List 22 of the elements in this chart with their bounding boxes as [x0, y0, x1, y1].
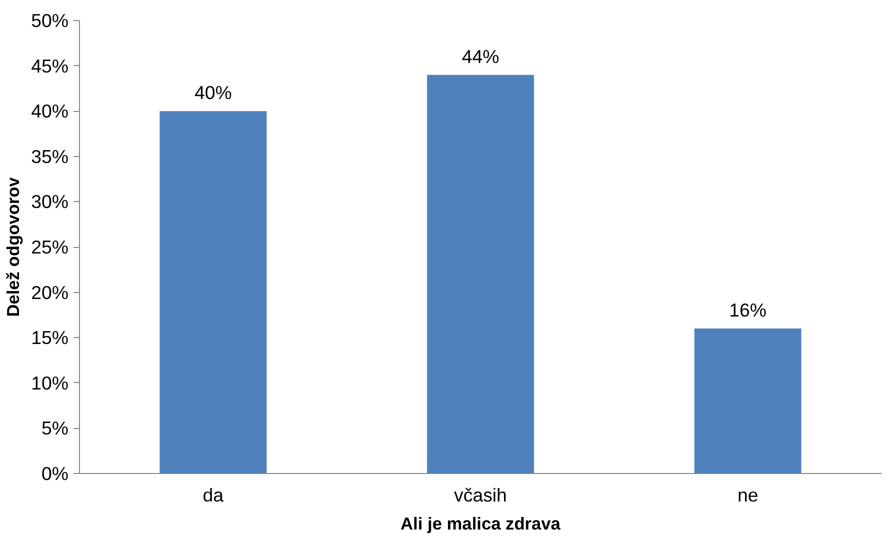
x-tick-label: ne: [737, 484, 758, 506]
y-tick-label: 45%: [31, 55, 69, 76]
y-tick-label: 30%: [31, 191, 69, 212]
y-tick-label: 50%: [31, 10, 69, 31]
y-tick-label: 25%: [31, 236, 69, 258]
bar: [160, 111, 267, 474]
y-tick-label: 20%: [31, 282, 69, 303]
y-tick-label: 40%: [31, 100, 69, 122]
y-tick-label: 10%: [31, 372, 69, 394]
data-label: 44%: [462, 46, 500, 67]
y-tick-label: 35%: [31, 146, 69, 167]
x-axis-title: Ali je malica zdrava: [400, 514, 561, 534]
data-label: 40%: [194, 82, 232, 104]
y-tick-label: 5%: [42, 418, 69, 439]
bar: [427, 74, 534, 474]
x-tick-label: včasih: [454, 484, 507, 506]
y-axis-title: Delež odgovorov: [3, 176, 24, 317]
data-label: 16%: [729, 300, 767, 321]
x-tick-label: da: [202, 484, 224, 506]
y-tick-label: 0%: [42, 463, 69, 484]
y-tick-label: 15%: [31, 327, 69, 348]
bar: [694, 328, 802, 474]
